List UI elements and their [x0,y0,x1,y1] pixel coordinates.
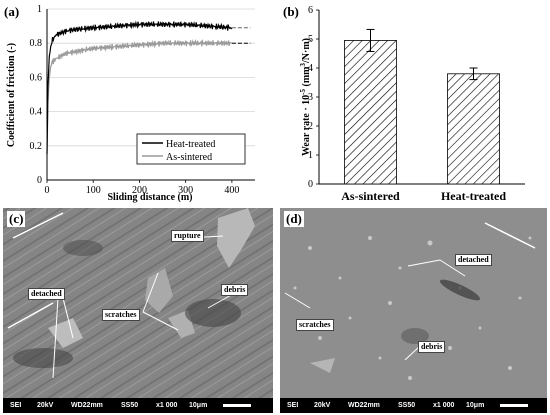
friction-series [46,20,251,155]
wear-rate-chart: (b) 0 1 2 3 4 5 6 As-sintered Heat-treated Wear… [283,4,525,203]
callout-scratches-d: scratches [296,319,334,331]
y-tick-label: 0.2 [30,141,43,152]
y-tick-label: 0.8 [30,38,43,49]
callout-debris-d: debris [418,341,446,353]
category-label: As-sintered [341,189,400,203]
sem-info-bar-c: SEI 20kV WD22mm SS50 x1 000 10μm [3,398,273,413]
callout-detached-d: detached [455,254,492,266]
legend-label-heat-treated: Heat-treated [166,139,215,150]
wear-bars: As-sintered Heat-treated [341,28,506,203]
x-tick-label: 400 [224,185,239,196]
y-tick-label: 4 [308,63,313,74]
scale-bar-c [223,404,251,407]
series-line-heat-treated [46,20,233,155]
bar-heat-treated [447,73,500,185]
callout-detached-c: detached [28,288,65,300]
bar-as-sintered [344,40,397,185]
sem-texture-c [3,208,273,398]
friction-y-ticks: 0 0.2 0.4 0.6 0.8 1 [30,4,43,186]
y-tick-label: 0 [37,175,42,186]
panel-label-a: (a) [4,4,19,19]
legend-label-as-sintered: As-sintered [166,152,212,163]
sem-micrograph-c: (c) rupture detached scratches debris SE… [3,208,273,413]
y-tick-label: 3 [308,92,313,103]
y-tick-label: 6 [308,5,313,16]
sem-texture-d [280,208,547,398]
sem-micrograph-d: (d) detached scratches debris SEI 20kV W… [280,208,547,413]
series-line-as-sintered [46,38,232,154]
x-tick-label: 100 [86,185,101,196]
callout-scratches-c: scratches [102,309,140,321]
friction-y-axis-label: Coefficient of friction (-) [6,43,17,147]
callout-rupture: rupture [171,230,204,242]
x-tick-label: 200 [132,185,147,196]
x-tick-label: 300 [178,185,193,196]
friction-legend: Heat-treated As-sintered [136,133,246,165]
y-tick-label: 0.4 [30,107,43,118]
callout-debris-c: debris [221,284,249,296]
y-tick-label: 1 [37,4,42,15]
panel-label-c: (c) [7,211,26,227]
panel-label-d: (d) [284,211,304,227]
y-tick-label: 5 [308,34,313,45]
friction-x-axis-label: Sliding distance (m) [107,192,192,203]
y-tick-label: 1 [308,150,313,161]
sem-info-bar-d: SEI 20kV WD22mm SS50 x1 000 10μm [280,398,547,413]
x-tick-label: 0 [45,185,50,196]
category-label: Heat-treated [441,189,506,203]
wear-y-ticks: 0 1 2 3 4 5 6 [308,5,319,190]
scale-bar-d [500,404,528,407]
y-tick-label: 0 [308,179,313,190]
wear-y-axis-label: Wear rate · 10-5 (mm3/N·m) [299,38,312,156]
y-tick-label: 0.6 [30,72,43,83]
y-tick-label: 2 [308,121,313,132]
friction-chart: (a) 0 0.2 0.4 0.6 0.8 1 0 100 200 300 400 Sliding… [4,4,255,203]
panel-label-b: (b) [283,4,299,19]
friction-x-ticks: 0 100 200 300 400 [45,180,239,196]
